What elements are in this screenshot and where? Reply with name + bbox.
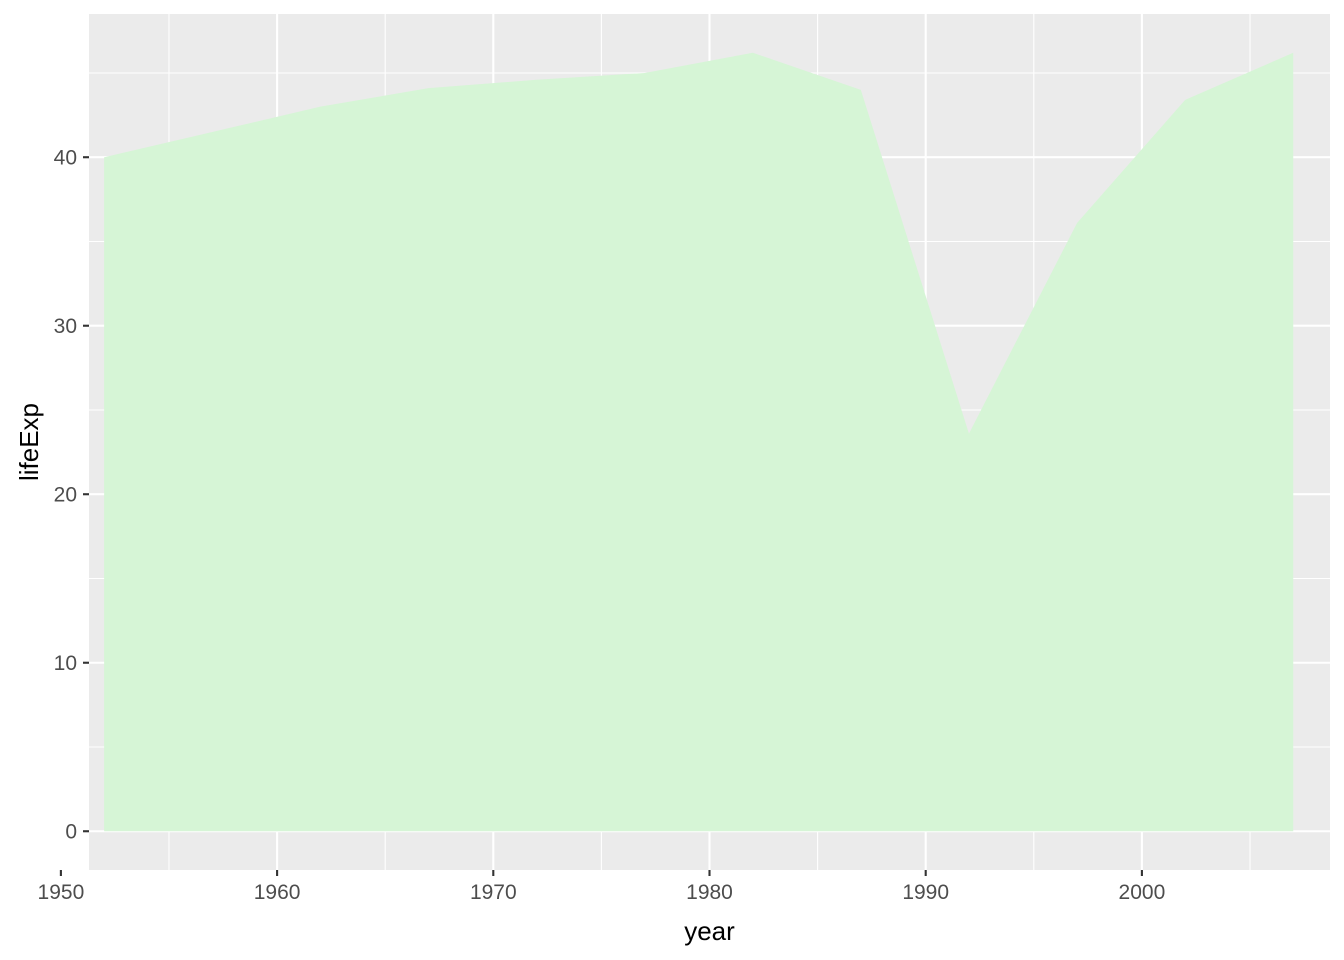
y-tick-label: 0 — [65, 821, 77, 844]
y-tick-label: 40 — [54, 147, 77, 170]
y-tick-label: 20 — [54, 484, 77, 507]
x-tick-label: 1970 — [470, 881, 517, 904]
x-axis: 1950 1960 1970 1980 1990 2000 — [38, 870, 1166, 904]
y-tick-label: 30 — [54, 315, 77, 338]
area-series — [104, 52, 1294, 832]
x-tick-label: 1960 — [254, 881, 301, 904]
x-tick-label: 2000 — [1119, 881, 1166, 904]
x-tick-label: 1950 — [38, 881, 85, 904]
y-axis: 0 10 20 30 40 — [54, 147, 89, 844]
x-tick-label: 1980 — [686, 881, 733, 904]
x-axis-title: year — [684, 916, 735, 946]
area-series-0 — [104, 52, 1294, 832]
y-axis-title: lifeExp — [14, 403, 44, 481]
x-tick-label: 1990 — [902, 881, 949, 904]
y-tick-label: 10 — [54, 652, 77, 675]
